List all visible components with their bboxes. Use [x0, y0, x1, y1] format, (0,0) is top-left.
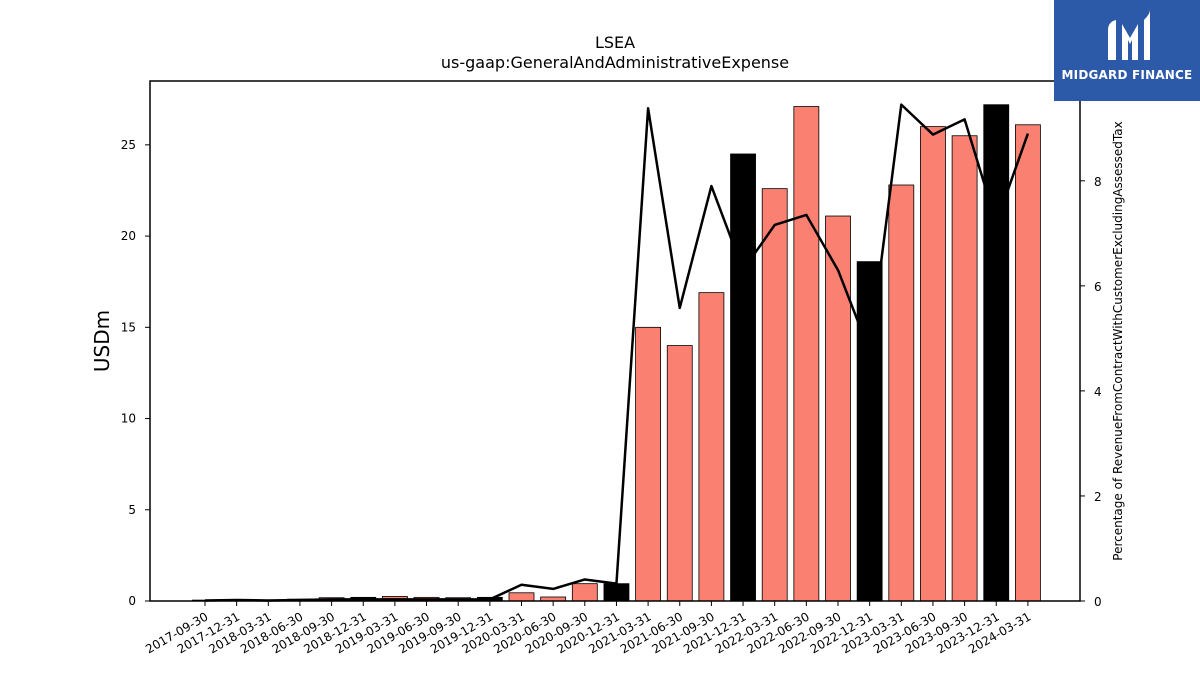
y-axis-label: USDm — [90, 310, 114, 372]
bar-2023-06-30 — [920, 126, 946, 602]
x-axis: 2017-09-302017-12-312018-03-312018-06-30… — [143, 601, 1033, 656]
bar-2021-09-30 — [698, 292, 725, 602]
bar-2020-12-31 — [603, 583, 630, 602]
y2-axis-label: Percentage of RevenueFromContractWithCus… — [1111, 121, 1125, 560]
y-tick-label: 5 — [128, 503, 136, 517]
y-tick-label: 0 — [128, 594, 136, 608]
bar-2022-12-31 — [856, 261, 883, 602]
chart-title: LSEA — [595, 33, 635, 52]
bar-2023-09-30 — [951, 135, 978, 602]
y-tick-label: 25 — [121, 138, 136, 152]
plot-frame — [149, 80, 1081, 602]
bar-2021-03-31 — [635, 326, 661, 602]
y-tick-label: 10 — [121, 412, 136, 426]
y-axis-left: 0 5 10 15 20 25 — [121, 138, 150, 608]
y2-tick-label: 8 — [1094, 175, 1102, 189]
bar-2020-03-31 — [508, 592, 535, 602]
y2-tick-label: 2 — [1094, 490, 1102, 504]
y-tick-label: 20 — [121, 229, 136, 243]
y-tick-label: 15 — [121, 320, 136, 334]
percentage-line — [204, 103, 1030, 602]
bar-2023-03-31 — [888, 184, 915, 602]
y2-tick-label: 4 — [1094, 385, 1102, 399]
y2-tick-label: 6 — [1094, 280, 1102, 294]
brand-name: MIDGARD FINANCE — [1061, 68, 1193, 82]
bar-2024-03-31 — [1015, 124, 1041, 602]
bar-2023-12-31 — [983, 104, 1010, 602]
bar-2022-06-30 — [793, 106, 820, 602]
bar-2022-09-30 — [825, 215, 851, 602]
line-layer — [204, 103, 1030, 602]
brand-logo: MIDGARD FINANCE — [1054, 0, 1200, 101]
chart-subtitle: us-gaap:GeneralAndAdministrativeExpense — [441, 53, 789, 72]
bar-2021-12-31 — [730, 153, 756, 602]
bar-2022-03-31 — [761, 188, 788, 602]
bar-2021-06-30 — [666, 345, 693, 602]
midgard-logo-icon — [1108, 10, 1150, 60]
bar-2020-09-30 — [571, 583, 598, 602]
y2-tick-label: 0 — [1094, 595, 1102, 609]
y-axis-right: 0 2 4 6 8 — [1080, 175, 1102, 609]
bar-group — [192, 104, 1041, 602]
